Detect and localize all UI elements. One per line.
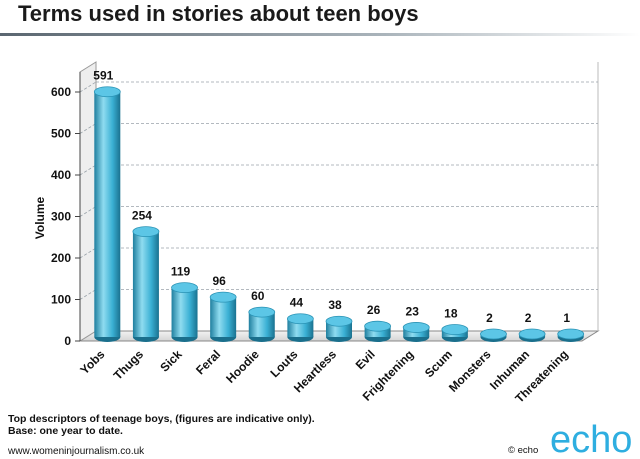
y-tick-label: 600 bbox=[51, 85, 71, 99]
data-label: 591 bbox=[93, 69, 113, 83]
x-tick-label: Hoodie bbox=[223, 347, 262, 386]
y-tick-label: 300 bbox=[51, 210, 71, 224]
bars bbox=[93, 86, 585, 342]
chart-side-wall bbox=[79, 61, 97, 342]
chart-title: Terms used in stories about teen boys bbox=[18, 1, 419, 26]
gridline-side bbox=[79, 247, 97, 259]
y-tick-label: 400 bbox=[51, 168, 71, 182]
x-tick-label: Sick bbox=[157, 347, 185, 375]
x-tick-label: Evil bbox=[353, 347, 378, 372]
bar-scum bbox=[441, 324, 469, 342]
footnote-base: Base: one year to date. bbox=[8, 425, 123, 437]
x-tick-label: Monsters bbox=[446, 347, 494, 395]
title-underline bbox=[0, 33, 640, 36]
data-label: 38 bbox=[328, 298, 342, 312]
bar-frightening bbox=[402, 322, 430, 342]
x-tick-label: Louts bbox=[268, 347, 301, 380]
bar-sick bbox=[171, 282, 198, 342]
gridline-side bbox=[79, 123, 97, 134]
gridline-side bbox=[79, 81, 97, 93]
bar-monsters bbox=[480, 328, 507, 342]
gridline-side bbox=[79, 164, 97, 176]
data-label: 2 bbox=[486, 311, 493, 325]
data-label: 254 bbox=[132, 209, 152, 223]
copyright-text: © echo bbox=[508, 445, 539, 456]
data-label: 119 bbox=[171, 265, 191, 279]
website-link[interactable]: www.womeninjournalism.co.uk bbox=[8, 446, 145, 457]
bar-inhuman bbox=[518, 328, 546, 342]
bar-threatening bbox=[557, 328, 585, 342]
data-label: 23 bbox=[406, 304, 420, 318]
footnote-description: Top descriptors of teenage boys, (figure… bbox=[8, 413, 315, 425]
echo-logo: echo bbox=[550, 419, 632, 458]
data-label: 60 bbox=[251, 289, 265, 303]
bar-feral bbox=[209, 291, 237, 342]
bar-yobs bbox=[93, 86, 121, 342]
gridlines bbox=[79, 81, 598, 300]
gridline-side bbox=[79, 289, 97, 300]
data-label: 44 bbox=[290, 296, 304, 310]
y-tick-label: 200 bbox=[51, 251, 71, 265]
bar-heartless bbox=[325, 315, 353, 342]
y-axis-ticks: 0 100 200 300 400 500 600 bbox=[51, 72, 81, 348]
y-axis-label: Volume bbox=[33, 196, 47, 239]
x-tick-label: Scum bbox=[422, 347, 455, 380]
gridline-side bbox=[79, 206, 97, 217]
y-tick-label: 0 bbox=[64, 334, 71, 348]
data-label: 18 bbox=[444, 307, 458, 321]
data-labels: 591 254 119 96 60 44 38 26 23 18 2 2 1 bbox=[93, 69, 570, 325]
bar-louts bbox=[286, 313, 314, 342]
bar-thugs bbox=[132, 226, 160, 342]
svg-text:echo: echo bbox=[550, 419, 632, 458]
y-tick-label: 100 bbox=[51, 293, 71, 307]
bar-evil bbox=[364, 320, 392, 342]
x-tick-label: Thugs bbox=[111, 347, 147, 383]
bar-hoodie bbox=[248, 306, 276, 342]
data-label: 26 bbox=[367, 303, 381, 317]
data-label: 2 bbox=[525, 311, 532, 325]
x-tick-label: Yobs bbox=[77, 347, 107, 377]
x-tick-label: Heartless bbox=[291, 347, 339, 395]
y-tick-label: 500 bbox=[51, 127, 71, 141]
data-label: 1 bbox=[563, 311, 570, 325]
x-tick-label: Feral bbox=[193, 347, 223, 377]
data-label: 96 bbox=[212, 274, 226, 288]
